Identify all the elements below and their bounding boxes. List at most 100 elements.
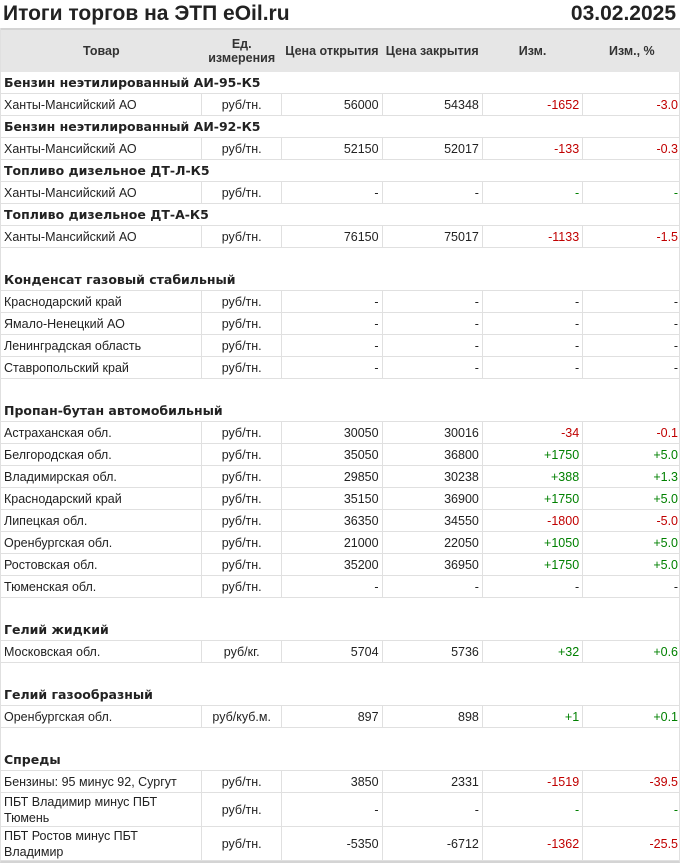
unit-cell: руб/тн. xyxy=(201,225,283,248)
unit-cell: руб/тн. xyxy=(201,356,283,379)
open-price-cell: 897 xyxy=(281,705,383,728)
change-pct-cell: +5.0 xyxy=(582,553,680,576)
table-row: Астраханская обл. руб/тн. 30050 30016 -34 -0.… xyxy=(1,421,680,444)
change-pct-cell: +0.1 xyxy=(582,705,680,728)
table-row: Оренбургская обл. руб/куб.м. 897 898 +1 +0.1 xyxy=(1,705,680,728)
table-row: Краснодарский край руб/тн. 35150 36900 +1750… xyxy=(1,487,680,510)
table-row: Ямало-Ненецкий АО руб/тн. - - - - xyxy=(1,312,680,335)
spacer-row xyxy=(1,248,680,270)
region-cell: Ханты-Мансийский АО xyxy=(1,137,203,160)
change-cell: +1 xyxy=(482,705,584,728)
table-header: Товар Ед. измерения Цена открытия Цена з… xyxy=(1,28,680,72)
region-cell: Ханты-Мансийский АО xyxy=(1,93,203,116)
open-price-cell: 5704 xyxy=(281,640,383,663)
close-price-cell: -6712 xyxy=(382,826,483,861)
table-row: Ханты-Мансийский АО руб/тн. 56000 54348 -165… xyxy=(1,93,680,116)
region-cell: Ханты-Мансийский АО xyxy=(1,225,203,248)
region-cell: Ростовская обл. xyxy=(1,553,203,576)
change-pct-cell: -3.0 xyxy=(582,93,680,116)
change-cell: -1362 xyxy=(482,826,584,861)
close-price-cell: 52017 xyxy=(382,137,483,160)
change-pct-cell: - xyxy=(582,334,680,357)
change-cell: - xyxy=(482,290,584,313)
close-price-cell: 75017 xyxy=(382,225,483,248)
table-row: Бензины: 95 минус 92, Сургут руб/тн. 3850 2… xyxy=(1,770,680,793)
section-title: Гелий газообразный xyxy=(1,684,680,706)
close-price-cell: 36800 xyxy=(382,443,483,466)
close-price-cell: 36950 xyxy=(382,553,483,576)
unit-cell: руб/тн. xyxy=(201,181,283,204)
table-row: Липецкая обл. руб/тн. 36350 34550 -1800 -5.0 xyxy=(1,509,680,532)
section-title: Топливо дизельное ДТ-А-К5 xyxy=(1,203,680,226)
unit-cell: руб/тн. xyxy=(201,575,283,598)
region-cell: Владимирская обл. xyxy=(1,465,203,488)
region-cell: Белгородская обл. xyxy=(1,443,203,466)
change-pct-cell: +5.0 xyxy=(582,443,680,466)
region-cell: Тюменская обл. xyxy=(1,575,203,598)
region-cell: Ямало-Ненецкий АО xyxy=(1,312,203,335)
table-row: Краснодарский край руб/тн. - - - - xyxy=(1,290,680,313)
spacer-cell xyxy=(1,598,680,620)
section-title: Пропан-бутан автомобильный xyxy=(1,400,680,422)
unit-cell: руб/тн. xyxy=(201,137,283,160)
close-price-cell: - xyxy=(382,312,483,335)
unit-cell: руб/тн. xyxy=(201,312,283,335)
region-cell: ПБТ Владимир минус ПБТ Тюмень xyxy=(1,792,203,827)
change-cell: +32 xyxy=(482,640,584,663)
section-header-row: Бензин неэтилированный АИ-95-К5 xyxy=(1,72,680,94)
column-header-product: Товар xyxy=(1,28,202,72)
region-cell: Московская обл. xyxy=(1,640,203,663)
change-cell: - xyxy=(482,334,584,357)
report-date: 03.02.2025 xyxy=(570,2,676,25)
spacer-row xyxy=(1,598,680,620)
change-pct-cell: - xyxy=(582,290,680,313)
change-cell: -1800 xyxy=(482,509,584,532)
change-cell: - xyxy=(482,575,584,598)
open-price-cell: 30050 xyxy=(281,421,383,444)
change-cell: +1750 xyxy=(482,443,584,466)
change-pct-cell: -1.5 xyxy=(582,225,680,248)
region-cell: ПБТ Ростов минус ПБТ Владимир xyxy=(1,826,203,861)
open-price-cell: 35150 xyxy=(281,487,383,510)
table-row: Ханты-Мансийский АО руб/тн. 76150 75017 -113… xyxy=(1,225,680,248)
close-price-cell: 5736 xyxy=(382,640,483,663)
unit-cell: руб/кг. xyxy=(201,640,283,663)
column-header-unit: Ед. измерения xyxy=(201,28,282,72)
section-header-row: Топливо дизельное ДТ-А-К5 xyxy=(1,203,680,226)
close-price-cell: - xyxy=(382,356,483,379)
section-title: Конденсат газовый стабильный xyxy=(1,269,680,291)
section-header-row: Гелий жидкий xyxy=(1,619,680,641)
close-price-cell: 34550 xyxy=(382,509,483,532)
table-row: Ханты-Мансийский АО руб/тн. - - - - xyxy=(1,181,680,204)
region-cell: Бензины: 95 минус 92, Сургут xyxy=(1,770,203,793)
open-price-cell: 56000 xyxy=(281,93,383,116)
table-row: Ханты-Мансийский АО руб/тн. 52150 52017 -133… xyxy=(1,137,680,160)
change-cell: - xyxy=(482,356,584,379)
spacer-cell xyxy=(1,663,680,685)
open-price-cell: - xyxy=(281,312,383,335)
open-price-cell: 3850 xyxy=(281,770,383,793)
spacer-row xyxy=(1,728,680,750)
open-price-cell: 36350 xyxy=(281,509,383,532)
open-price-cell: - xyxy=(281,792,383,827)
change-pct-cell: -0.3 xyxy=(582,137,680,160)
section-title: Гелий жидкий xyxy=(1,619,680,641)
close-price-cell: 54348 xyxy=(382,93,483,116)
region-cell: Астраханская обл. xyxy=(1,421,203,444)
table-row: Ростовская обл. руб/тн. 35200 36950 +1750 +5.… xyxy=(1,553,680,576)
section-title: Бензин неэтилированный АИ-92-К5 xyxy=(1,115,680,138)
change-pct-cell: - xyxy=(582,792,680,827)
change-cell: -1652 xyxy=(482,93,584,116)
close-price-cell: 22050 xyxy=(382,531,483,554)
close-price-cell: - xyxy=(382,181,483,204)
section-title: Бензин неэтилированный АИ-95-К5 xyxy=(1,72,680,94)
close-price-cell: 898 xyxy=(382,705,483,728)
region-cell: Ленинградская область xyxy=(1,334,203,357)
column-header-open: Цена открытия xyxy=(281,28,383,72)
open-price-cell: - xyxy=(281,575,383,598)
open-price-cell: 76150 xyxy=(281,225,383,248)
change-cell: -1133 xyxy=(482,225,584,248)
unit-cell: руб/тн. xyxy=(201,553,283,576)
table-row: Ленинградская область руб/тн. - - - - xyxy=(1,334,680,357)
open-price-cell: - xyxy=(281,290,383,313)
